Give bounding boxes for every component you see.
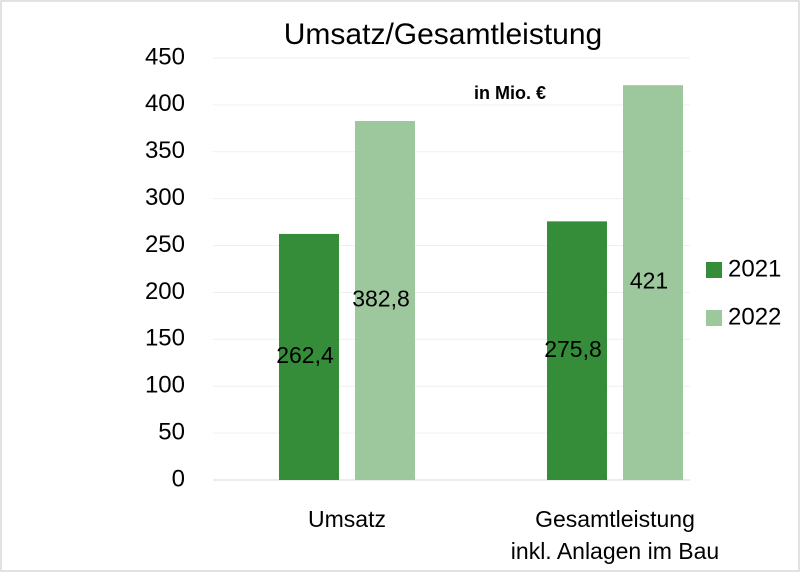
bar xyxy=(547,221,607,480)
y-tick-label: 300 xyxy=(145,184,185,211)
value-label: 262,4 xyxy=(276,342,334,368)
legend-swatch xyxy=(706,262,722,278)
x-tick-label: Umsatz xyxy=(308,506,386,532)
legend-label: 2022 xyxy=(728,303,781,330)
bar xyxy=(623,85,683,480)
chart-title: Umsatz/Gesamtleistung xyxy=(284,18,602,51)
annotation: in Mio. € xyxy=(474,83,546,103)
x-tick-label: Gesamtleistung inkl. Anlagen im Bau xyxy=(510,506,720,564)
value-label: 382,8 xyxy=(352,286,410,312)
y-tick-label: 0 xyxy=(172,465,185,492)
legend-label: 2021 xyxy=(728,255,781,282)
y-tick-label: 350 xyxy=(145,137,185,164)
y-tick-label: 50 xyxy=(158,418,185,445)
y-tick-label: 450 xyxy=(145,43,185,70)
bar xyxy=(355,121,415,480)
y-tick-label: 100 xyxy=(145,372,185,399)
value-label: 275,8 xyxy=(544,336,602,362)
y-tick-label: 250 xyxy=(145,231,185,258)
y-tick-label: 150 xyxy=(145,325,185,352)
y-tick-label: 400 xyxy=(145,90,185,117)
value-label: 421 xyxy=(630,268,668,294)
legend-swatch xyxy=(706,310,722,326)
bar xyxy=(279,233,339,480)
y-tick-label: 200 xyxy=(145,278,185,305)
